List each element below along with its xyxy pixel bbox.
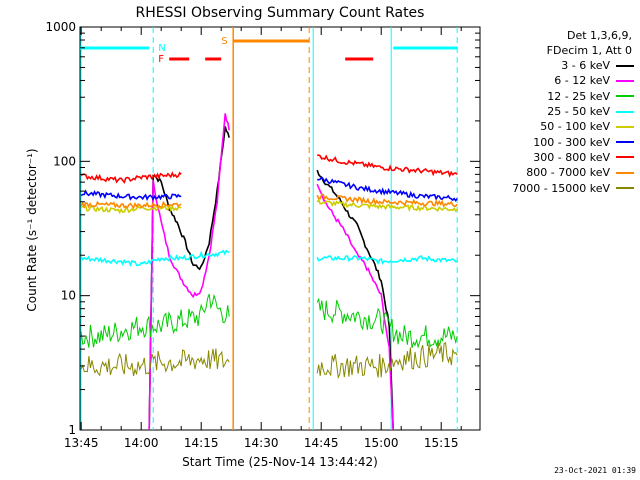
legend-rows: 3 - 6 keV 6 - 12 keV 12 - 25 keV 25 - 50 ke… <box>482 58 634 196</box>
legend-swatch <box>616 156 634 159</box>
series-line <box>316 193 458 208</box>
series-line <box>316 341 458 380</box>
series-line <box>80 200 182 210</box>
flag-layer: NF S <box>80 27 458 430</box>
legend-swatch <box>616 110 634 113</box>
legend-header-line-1: Det 1,3,6,9, <box>566 29 632 42</box>
legend-entry-label: 7000 - 15000 keV <box>512 181 610 195</box>
legend-entry-label: 800 - 7000 keV <box>526 166 610 180</box>
x-tick-label: 13:45 <box>64 436 99 450</box>
legend-entry: 12 - 25 keV <box>482 89 634 104</box>
series-line <box>148 113 230 431</box>
series-line <box>316 254 458 265</box>
series-line <box>80 171 182 184</box>
x-tick-label: 14:30 <box>244 436 279 450</box>
legend-entry: 6 - 12 keV <box>482 73 634 88</box>
series-line <box>148 126 230 431</box>
legend-entry-label: 12 - 25 keV <box>547 89 610 103</box>
legend: Det 1,3,6,9, FDecim 1, Att 0 3 - 6 keV 6 … <box>482 28 634 196</box>
x-tick-label: 14:00 <box>124 436 159 450</box>
legend-entry: 300 - 800 keV <box>482 150 634 165</box>
y-tick-label: 100 <box>53 154 76 168</box>
x-axis-label: Start Time (25-Nov-14 13:44:42) <box>182 455 378 469</box>
flare-flag-label: F <box>158 54 164 65</box>
series-layer <box>80 113 458 431</box>
legend-entry-label: 3 - 6 keV <box>561 59 610 73</box>
series-line <box>80 189 182 201</box>
legend-entry: 100 - 300 keV <box>482 134 634 149</box>
series-line <box>316 183 394 431</box>
series-line <box>316 169 394 431</box>
x-tick-label: 15:00 <box>364 436 399 450</box>
y-axis-label: Count Rate (s⁻¹ detector⁻¹) <box>25 148 39 311</box>
y-tick-label: 1 <box>68 423 76 437</box>
plot-frame <box>79 26 481 431</box>
ticks-layer: 13:45 14:00 14:15 14:30 14:45 15:00 15:15 1 10 10… <box>45 20 480 450</box>
series-line <box>317 154 458 178</box>
chart-title: RHESSI Observing Summary Count Rates <box>136 5 425 21</box>
legend-swatch <box>616 171 634 174</box>
legend-entry: 7000 - 15000 keV <box>482 180 634 195</box>
y-tick-label: 1000 <box>45 20 76 34</box>
x-tick-label: 14:45 <box>304 436 339 450</box>
legend-entry: 800 - 7000 keV <box>482 165 634 180</box>
legend-entry-label: 25 - 50 keV <box>547 105 610 119</box>
timestamp-stamp: 23-Oct-2021 01:39 <box>554 466 636 475</box>
series-line <box>80 203 182 215</box>
night-flag-label: N <box>158 43 165 54</box>
legend-entry-label: 50 - 100 keV <box>540 120 610 134</box>
series-line <box>316 198 458 213</box>
legend-entry: 3 - 6 keV <box>482 58 634 73</box>
series-line <box>316 176 458 202</box>
legend-swatch <box>616 125 634 128</box>
legend-header-line-2: FDecim 1, Att 0 <box>546 44 632 57</box>
legend-swatch <box>616 141 634 144</box>
legend-swatch <box>616 187 634 190</box>
legend-entry: 50 - 100 keV <box>482 119 634 134</box>
x-tick-label: 15:15 <box>424 436 459 450</box>
legend-entry-label: 100 - 300 keV <box>533 135 610 149</box>
legend-swatch <box>616 79 634 82</box>
series-line <box>80 348 230 377</box>
plot-area: NFS 13:45 14:00 14:15 14:30 14:45 15:00 15:151… <box>45 20 481 450</box>
saa-flag-label: S <box>221 36 227 47</box>
series-line <box>80 293 230 348</box>
y-tick-label: 10 <box>61 289 76 303</box>
legend-swatch <box>616 64 634 67</box>
legend-swatch <box>616 95 634 98</box>
legend-entry-label: 6 - 12 keV <box>554 74 610 88</box>
series-line <box>80 249 230 267</box>
x-tick-label: 14:15 <box>184 436 219 450</box>
legend-entry-label: 300 - 800 keV <box>533 150 610 164</box>
series-line <box>316 298 458 349</box>
legend-entry: 25 - 50 keV <box>482 104 634 119</box>
